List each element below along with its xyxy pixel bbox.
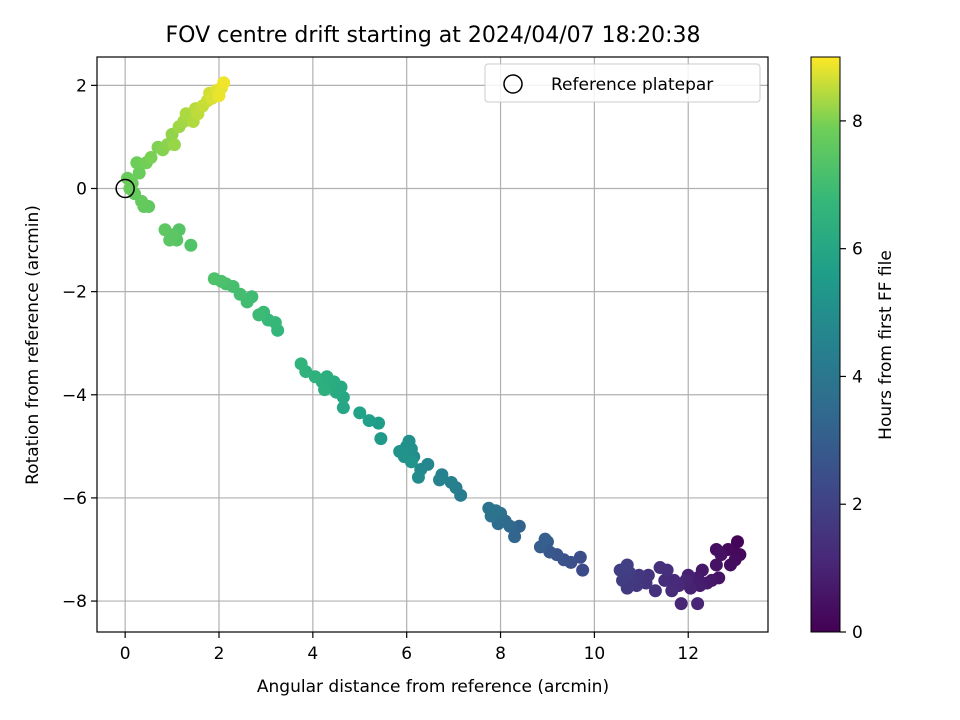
data-point (714, 548, 728, 562)
colorbar-tick-label: 2 (852, 495, 863, 515)
colorbar: 0 2 4 6 8 Hours from first FF file (810, 56, 896, 643)
grid-lines (97, 57, 768, 632)
reference-platepar-marker (115, 178, 135, 199)
x-tick-label: 2 (214, 644, 225, 664)
data-point (658, 573, 672, 587)
colorbar-tick-label: 8 (852, 112, 863, 132)
data-point (665, 584, 679, 598)
data-point (723, 558, 737, 572)
data-point (512, 519, 526, 533)
data-point (538, 532, 552, 546)
colorbar-gradient (810, 56, 841, 633)
data-point (130, 156, 144, 170)
data-point (362, 414, 376, 428)
y-tick-label: 2 (76, 76, 87, 96)
x-tick-label: 4 (307, 644, 318, 664)
data-point (294, 357, 308, 371)
data-point (620, 558, 634, 572)
x-tick-label: 6 (401, 644, 412, 664)
data-point (132, 166, 146, 180)
legend-entry-reference-platepar: Reference platepar (551, 75, 713, 95)
data-point (709, 558, 723, 572)
x-axis-ticks: 0 2 4 6 8 10 12 (120, 632, 699, 664)
x-axis-label: Angular distance from reference (arcmin) (257, 677, 609, 697)
x-tick-label: 8 (495, 644, 506, 664)
legend-box (484, 63, 761, 103)
data-point (674, 597, 688, 611)
y-tick-label: −8 (62, 592, 87, 612)
data-point (482, 501, 496, 515)
colorbar-label: Hours from first FF file (876, 250, 896, 440)
data-point (653, 561, 667, 575)
data-point (212, 89, 226, 103)
chart-title: FOV centre drift starting at 2024/04/07 … (166, 23, 701, 48)
data-point (353, 406, 367, 420)
y-tick-label: −4 (62, 386, 87, 406)
data-point (163, 233, 177, 247)
data-point (158, 223, 172, 237)
colorbar-tick-label: 4 (852, 367, 863, 387)
data-point (207, 272, 221, 286)
data-point (167, 138, 181, 152)
legend: Reference platepar (484, 63, 761, 103)
data-point (318, 383, 332, 397)
x-tick-label: 10 (584, 644, 606, 664)
x-tick-label: 12 (677, 644, 699, 664)
data-point (433, 473, 447, 487)
data-point (576, 563, 590, 577)
y-axis-label: Rotation from reference (arcmin) (23, 205, 43, 485)
y-tick-label: −2 (62, 283, 87, 303)
colorbar-ticks: 0 2 4 6 8 (840, 112, 863, 643)
data-point (374, 432, 388, 446)
colorbar-tick-label: 0 (852, 623, 863, 643)
data-point (144, 151, 158, 165)
y-tick-label: 0 (76, 180, 87, 200)
y-tick-label: −6 (62, 489, 87, 509)
data-point (444, 475, 458, 489)
data-point (393, 445, 407, 459)
colorbar-tick-label: 6 (852, 240, 863, 260)
plot-frame (96, 56, 769, 633)
data-point (411, 470, 425, 484)
data-point (404, 455, 418, 469)
data-point (336, 401, 350, 415)
data-point (217, 76, 231, 90)
data-point (252, 308, 266, 322)
data-points (121, 76, 747, 611)
legend-marker-icon (503, 74, 523, 94)
data-point (648, 584, 662, 598)
data-point (691, 597, 705, 611)
y-axis-ticks: −8 −6 −4 −2 0 2 (62, 76, 97, 612)
data-point (667, 573, 681, 587)
x-tick-label: 0 (120, 644, 131, 664)
data-point (184, 238, 198, 252)
data-point (508, 530, 522, 544)
